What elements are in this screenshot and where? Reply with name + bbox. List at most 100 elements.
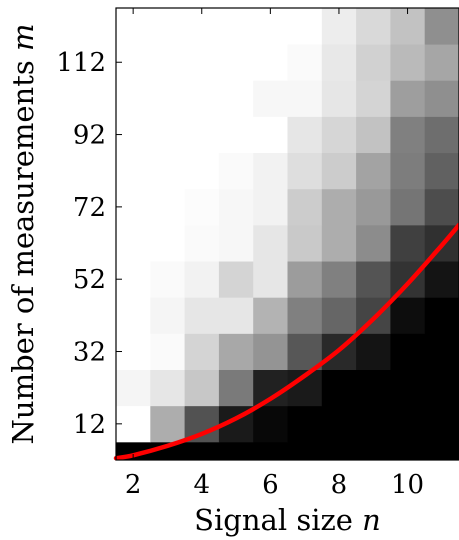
heatmap-cell [116, 152, 151, 190]
heatmap-cell [356, 261, 391, 298]
heatmap-cell [150, 333, 185, 370]
plot-frame [115, 7, 459, 461]
heatmap-cell [184, 116, 220, 154]
heatmap-cell [287, 441, 323, 461]
heatmap-cell [321, 116, 357, 154]
heatmap-cell [218, 80, 254, 117]
heatmap-cell [287, 152, 323, 190]
heatmap-cell [390, 44, 426, 81]
heatmap-cell [356, 152, 391, 190]
heatmap-cell [321, 44, 357, 81]
threshold-curve [113, 222, 459, 461]
heatmap-cell [253, 261, 288, 298]
x-axis-label-text: Signal size [194, 503, 362, 537]
threshold-curve-layer [113, 222, 459, 461]
heatmap-cell [116, 8, 151, 45]
heatmap-cell [424, 405, 459, 443]
heatmap-cell [253, 297, 288, 334]
heatmap-cell [218, 369, 254, 407]
heatmap-cell [424, 116, 459, 154]
heatmap-cell [218, 116, 254, 154]
heatmap-cell [356, 8, 391, 45]
heatmap-cell [218, 44, 254, 81]
heatmap-cell [116, 80, 151, 117]
y-tick-label: 92 [73, 121, 106, 151]
heatmap-cell [321, 152, 357, 190]
x-tick-label: 8 [331, 470, 348, 500]
heatmap-cell [287, 224, 323, 262]
heatmap-cell [356, 369, 391, 407]
heatmap-cell [356, 188, 391, 226]
heatmap-cell [424, 441, 459, 461]
heatmap-cell [218, 224, 254, 262]
heatmap-cell [390, 224, 426, 262]
heatmap-cell [356, 44, 391, 81]
heatmap-cell [218, 152, 254, 190]
y-tick-label: 12 [73, 410, 106, 440]
x-tick-label: 10 [391, 470, 424, 500]
heatmap-cell [218, 333, 254, 370]
heatmap-cell [150, 369, 185, 407]
y-axis-label-variable: m [6, 24, 40, 52]
heatmap-cell [184, 369, 220, 407]
heatmap-cell [390, 116, 426, 154]
heatmap-cell [150, 152, 185, 190]
heatmap-cell [356, 116, 391, 154]
heatmap-cell [150, 44, 185, 81]
x-tick-label: 6 [262, 470, 279, 500]
heatmap-cell [253, 116, 288, 154]
heatmap-cell [253, 80, 288, 117]
heatmap-cell [356, 224, 391, 262]
heatmap-cell [287, 8, 323, 45]
heatmap-cell [253, 152, 288, 190]
x-axis: 2 4 6 8 10 [125, 8, 424, 500]
heatmap-cell [253, 405, 288, 443]
heatmap-cell [390, 333, 426, 370]
heatmap-cell [390, 369, 426, 407]
heatmap-cell [150, 261, 185, 298]
heatmap-cell [390, 405, 426, 443]
heatmap-cell [424, 8, 459, 45]
heatmap-cell [287, 405, 323, 443]
heatmap-cell [218, 261, 254, 298]
heatmap-cell [424, 152, 459, 190]
heatmap-cell [390, 261, 426, 298]
heatmap-cell [321, 369, 357, 407]
heatmap-cell [253, 188, 288, 226]
heatmap-cell [253, 333, 288, 370]
heatmap-cell [184, 297, 220, 334]
heatmap-cell [390, 297, 426, 334]
x-tick-label: 4 [193, 470, 210, 500]
heatmap-cell [321, 224, 357, 262]
heatmap-cell [390, 441, 426, 461]
heatmap-cell [218, 188, 254, 226]
heatmap-cell [184, 80, 220, 117]
heatmap-cell [287, 333, 323, 370]
heatmap-cell [184, 152, 220, 190]
y-tick-label: 52 [73, 265, 106, 295]
heatmap-cell [253, 8, 288, 45]
heatmap-cell [321, 8, 357, 45]
heatmap-cell [116, 224, 151, 262]
x-axis-label: Signal size n [194, 503, 381, 537]
heatmap-cell [253, 44, 288, 81]
heatmap-cell [116, 369, 151, 407]
heatmap-cells [116, 8, 459, 461]
heatmap-cell [390, 152, 426, 190]
heatmap-cell [150, 405, 185, 443]
y-axis-label-text: Number of measurements [6, 51, 40, 444]
heatmap-cell [321, 297, 357, 334]
heatmap-cell [356, 333, 391, 370]
heatmap-cell [390, 80, 426, 117]
heatmap-cell [218, 8, 254, 45]
y-axis: 12 32 52 72 92 112 [56, 48, 122, 440]
x-axis-label-variable: n [362, 503, 381, 537]
heatmap-cell [150, 188, 185, 226]
heatmap-cell [356, 441, 391, 461]
y-tick-label: 112 [56, 48, 106, 78]
heatmap-cell [253, 441, 288, 461]
heatmap-cell [184, 261, 220, 298]
heatmap-cell [184, 441, 220, 461]
heatmap-cell [184, 224, 220, 262]
heatmap-cell [184, 333, 220, 370]
